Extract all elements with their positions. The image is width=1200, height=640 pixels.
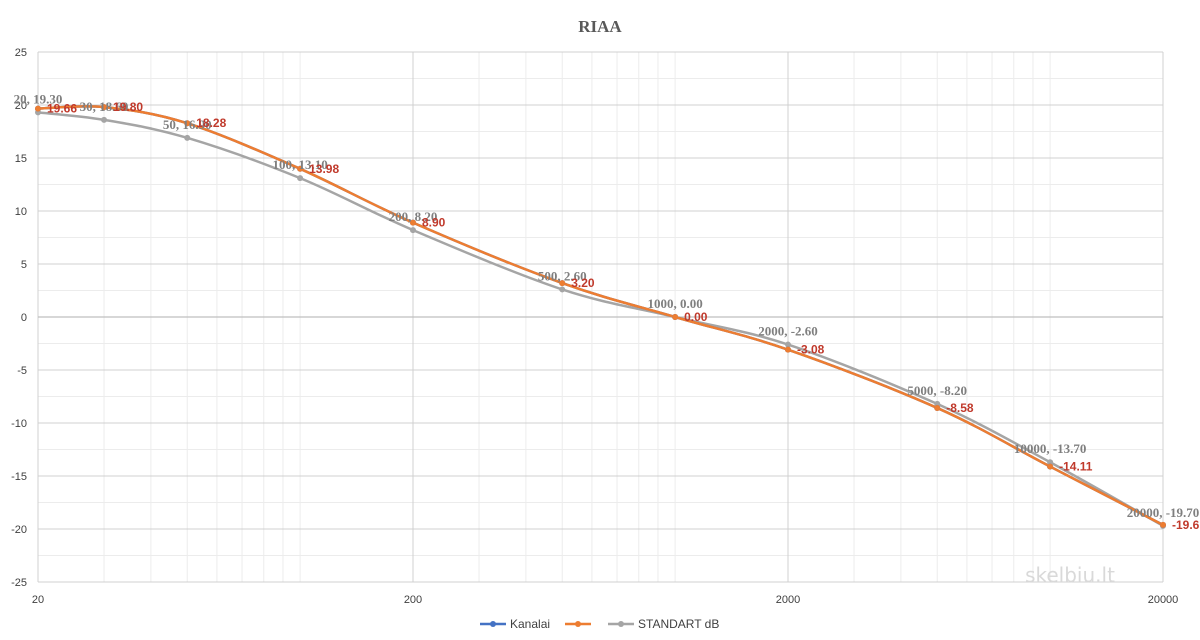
y-tick-label: 25 [15, 47, 27, 59]
y-axis-tick-labels: -25 -20 -15 -10 -5 0 5 10 15 20 25 [11, 47, 27, 589]
legend-swatch-marker [490, 621, 496, 627]
legend-swatch-marker [618, 621, 624, 627]
series-point-2 [101, 116, 108, 123]
series-point-2 [785, 341, 791, 348]
x-axis-tick-labels: 20 200 2000 20000 [32, 594, 1178, 606]
y-tick-label: -20 [11, 524, 27, 536]
series-line-0 [37, 105, 1164, 526]
data-label-measured: 8.90 [422, 216, 446, 230]
y-tick-label: 15 [15, 153, 27, 165]
y-tick-label: 20 [15, 100, 27, 112]
data-label-standard: 500, 2.60 [538, 268, 587, 283]
data-label-standard: 10000, -13.70 [1014, 441, 1087, 456]
y-tick-label: 10 [15, 206, 27, 218]
series-point-2 [1047, 459, 1054, 466]
series-point-1 [184, 120, 191, 127]
data-label-measured: 13.98 [309, 162, 339, 176]
legend: Kanalai STANDART dB [480, 617, 719, 631]
series-point-1 [297, 165, 304, 172]
data-label-standard: 50, 16.90 [163, 117, 212, 132]
series-point-1 [410, 219, 416, 226]
series-point-1 [35, 105, 41, 112]
x-tick-label: 20000 [1148, 594, 1179, 606]
series-lines [37, 105, 1164, 527]
data-label-measured: 0.00 [684, 310, 708, 324]
data-label-measured: 3.20 [571, 276, 595, 290]
data-label-measured: 18.28 [196, 116, 226, 130]
legend-swatch-marker [575, 621, 581, 627]
x-tick-label: 20 [32, 594, 44, 606]
data-label-standard: 5000, -8.20 [907, 383, 967, 398]
data-label-standard: 1000, 0.00 [647, 296, 702, 311]
major-gridlines [37, 51, 1164, 583]
data-label-measured: -8.58 [946, 401, 974, 415]
y-tick-label: 5 [21, 259, 27, 271]
data-label-standard: 2000, -2.60 [758, 324, 818, 339]
series-point-1 [785, 346, 791, 353]
data-label-measured: -14.11 [1059, 460, 1093, 474]
data-label-measured: 19.66 [47, 102, 77, 116]
data-label-standard: 30, 18.60 [80, 99, 129, 114]
y-tick-label: -10 [11, 418, 27, 430]
y-tick-label: -15 [11, 471, 27, 483]
watermark-text: skelbiu.lt [1025, 563, 1115, 587]
series-line-1 [37, 105, 1164, 526]
y-tick-label: -25 [11, 577, 27, 589]
series-point-1 [101, 104, 108, 111]
y-tick-label: 0 [21, 312, 27, 324]
data-label-measured: 19.80 [113, 100, 143, 114]
data-label-measured: -3.08 [797, 343, 825, 357]
x-tick-label: 2000 [776, 594, 800, 606]
x-tick-label: 200 [404, 594, 422, 606]
series-point-1 [559, 280, 566, 287]
series-point-1 [672, 314, 679, 320]
data-label-standard: 20, 19.30 [14, 91, 63, 106]
series-point-1 [934, 404, 941, 411]
legend-label: STANDART dB [638, 617, 719, 631]
series-line-2 [37, 111, 1164, 527]
data-label-standard: 20000, -19.70 [1127, 505, 1200, 520]
series-point-1 [1047, 463, 1054, 470]
series-point-2 [410, 227, 416, 234]
y-tick-label: -5 [17, 365, 27, 377]
data-label-standard: 200, 8.20 [389, 209, 438, 224]
series-markers [35, 104, 1166, 529]
data-label-measured: -19.61 [1172, 518, 1200, 532]
series-point-2 [559, 286, 566, 293]
legend-label: Kanalai [510, 617, 550, 631]
series-point-2 [297, 175, 304, 182]
series-point-2 [184, 134, 191, 141]
chart-title: RIAA [578, 17, 622, 36]
data-label-standard: 100, 13.10 [272, 157, 327, 172]
series-point-1 [1160, 521, 1166, 528]
